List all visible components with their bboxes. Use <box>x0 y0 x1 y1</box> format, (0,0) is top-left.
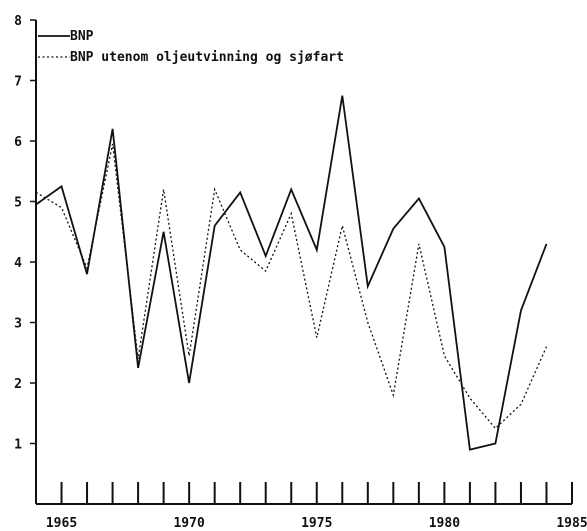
x-tick-label-1980: 1980 <box>429 516 460 531</box>
y-tick-label-6: 6 <box>14 135 22 150</box>
x-tick-label-1970: 1970 <box>173 516 204 531</box>
y-axis-ticks: 1 2 3 4 5 6 7 8 <box>14 14 36 453</box>
legend: BNP BNP utenom oljeutvinning og sjøfart <box>38 29 344 65</box>
y-tick-label-3: 3 <box>14 317 22 332</box>
series-line-bnp <box>35 95 548 451</box>
legend-label-bnp-excluding-oil: BNP utenom oljeutvinning og sjøfart <box>70 50 344 65</box>
series-lines <box>35 95 548 451</box>
y-tick-label-7: 7 <box>14 75 22 90</box>
x-tick-label-1975: 1975 <box>301 516 332 531</box>
y-tick-label-5: 5 <box>14 196 22 211</box>
legend-label-bnp: BNP <box>70 29 94 44</box>
y-tick-label-1: 1 <box>14 438 22 453</box>
x-tick-label-1965: 1965 <box>46 516 77 531</box>
series-line-bnp-excluding-oil <box>35 143 548 430</box>
x-tick-label-1985: 1985 <box>556 516 587 531</box>
y-tick-label-2: 2 <box>14 377 22 392</box>
x-axis-ticks: 1965 1970 1975 1980 1985 <box>46 482 587 531</box>
y-tick-label-8: 8 <box>14 14 22 29</box>
y-tick-label-4: 4 <box>14 256 22 271</box>
chart-axes <box>35 20 572 505</box>
